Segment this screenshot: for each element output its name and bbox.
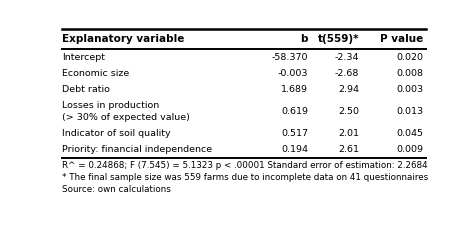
Text: Explanatory variable: Explanatory variable bbox=[62, 34, 184, 44]
Text: R^ = 0.24868; F (7.545) = 5.1323 p < .00001 Standard error of estimation: 2.2684: R^ = 0.24868; F (7.545) = 5.1323 p < .00… bbox=[62, 161, 428, 170]
Text: 0.045: 0.045 bbox=[397, 129, 424, 138]
Text: -0.003: -0.003 bbox=[277, 69, 308, 78]
Text: Losses in production: Losses in production bbox=[62, 101, 159, 110]
Text: 2.61: 2.61 bbox=[338, 145, 359, 154]
Text: 0.517: 0.517 bbox=[281, 129, 308, 138]
Text: (> 30% of expected value): (> 30% of expected value) bbox=[62, 113, 190, 123]
Text: 0.008: 0.008 bbox=[397, 69, 424, 78]
Text: 2.94: 2.94 bbox=[338, 85, 359, 94]
Text: 0.619: 0.619 bbox=[281, 107, 308, 116]
Text: * The final sample size was 559 farms due to incomplete data on 41 questionnaire: * The final sample size was 559 farms du… bbox=[62, 173, 428, 182]
Text: 0.013: 0.013 bbox=[397, 107, 424, 116]
Text: 0.003: 0.003 bbox=[397, 85, 424, 94]
Text: -2.34: -2.34 bbox=[335, 53, 359, 62]
Text: 0.020: 0.020 bbox=[397, 53, 424, 62]
Text: t(559)*: t(559)* bbox=[318, 34, 359, 44]
Text: 0.009: 0.009 bbox=[397, 145, 424, 154]
Text: 0.194: 0.194 bbox=[281, 145, 308, 154]
Text: Priority: financial independence: Priority: financial independence bbox=[62, 145, 212, 154]
Text: -2.68: -2.68 bbox=[335, 69, 359, 78]
Text: P value: P value bbox=[381, 34, 424, 44]
Text: Intercept: Intercept bbox=[62, 53, 105, 62]
Text: b: b bbox=[301, 34, 308, 44]
Text: 2.50: 2.50 bbox=[338, 107, 359, 116]
Text: 2.01: 2.01 bbox=[338, 129, 359, 138]
Text: Debt ratio: Debt ratio bbox=[62, 85, 110, 94]
Text: 1.689: 1.689 bbox=[281, 85, 308, 94]
Text: -58.370: -58.370 bbox=[272, 53, 308, 62]
Text: Source: own calculations: Source: own calculations bbox=[62, 185, 171, 194]
Text: Indicator of soil quality: Indicator of soil quality bbox=[62, 129, 171, 138]
Text: Economic size: Economic size bbox=[62, 69, 129, 78]
